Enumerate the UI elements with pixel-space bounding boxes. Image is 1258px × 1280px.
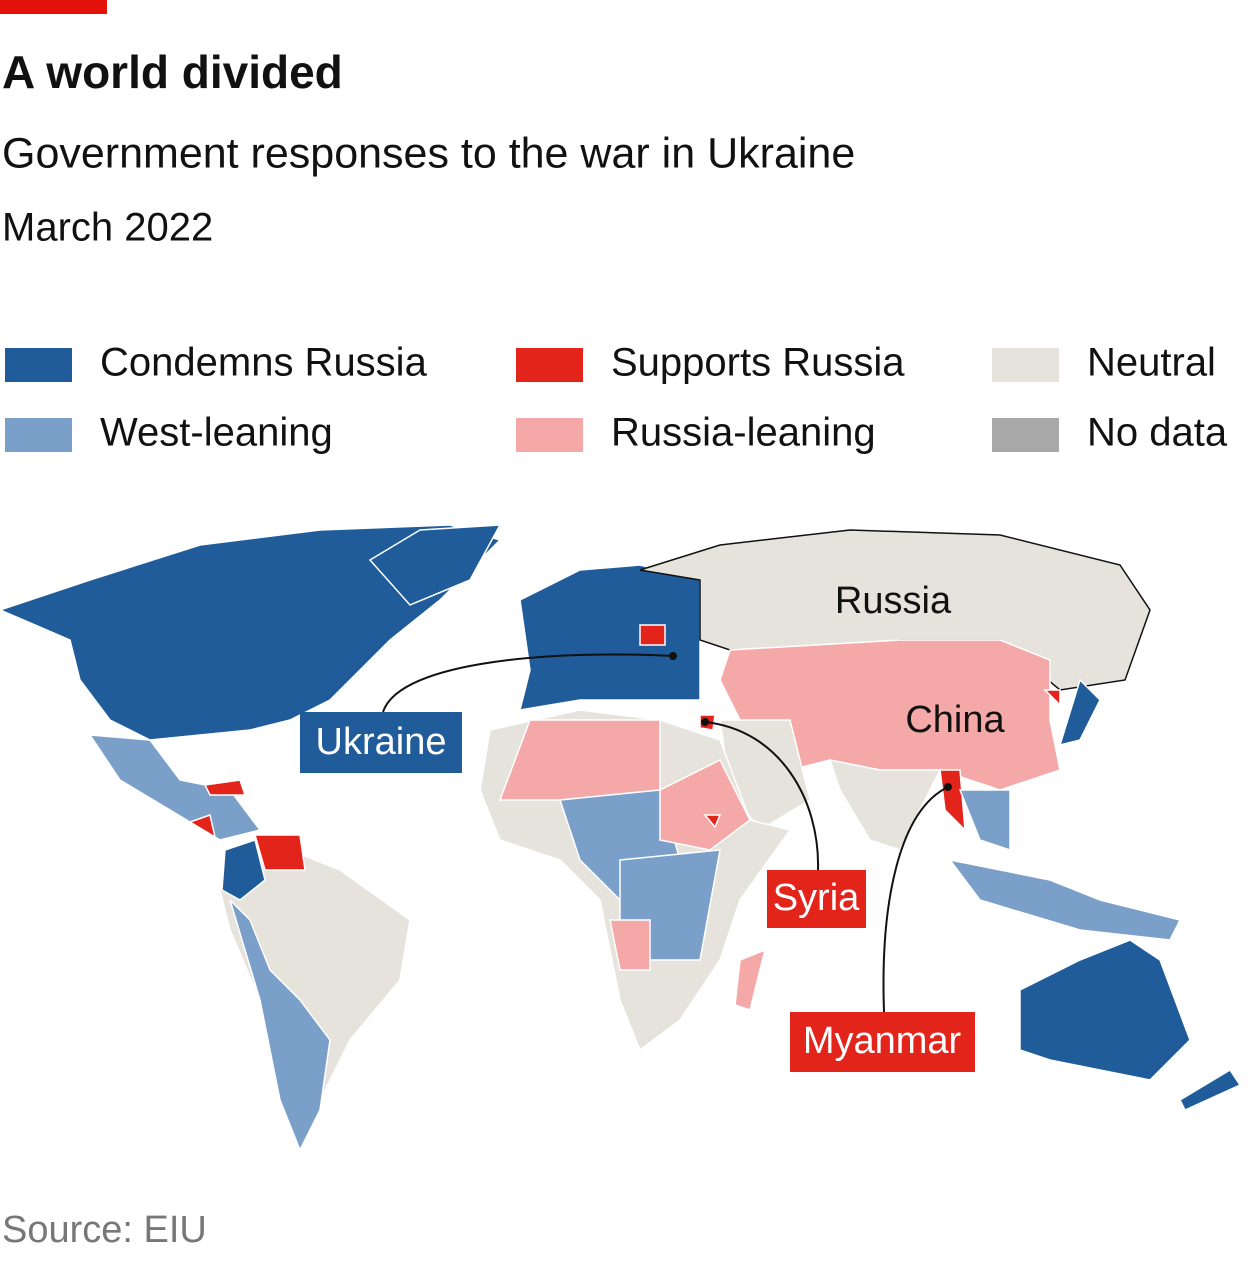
venezuela [254,834,306,871]
legend-swatch [5,348,72,382]
greenland [368,524,502,606]
north-korea [1043,689,1061,707]
colombia [221,839,266,901]
ukraine-leader [382,653,674,713]
india [828,759,942,851]
legend-swatch [516,418,583,452]
syria-leader [704,721,820,871]
australia [1019,939,1191,1081]
syria-label: Syria [773,877,860,919]
legend-label: Supports Russia [611,341,905,385]
china-label: China [905,699,1005,741]
legend-swatch [992,418,1059,452]
legend-swatch [992,348,1059,382]
east-africa [659,758,751,851]
central-america [88,734,262,841]
europe [518,564,701,711]
accent-bar [0,0,107,14]
madagascar [734,948,767,1011]
date: March 2022 [2,206,213,250]
cuba [203,779,247,796]
legend-label: No data [1087,411,1228,455]
angola [609,919,651,971]
source: Source: EIU [2,1209,207,1251]
ukraine-label: Ukraine [316,721,447,763]
new-zealand [1179,1068,1242,1111]
syria-dot [701,718,709,726]
ukraine-dot [669,652,677,660]
title: A world divided [2,46,343,98]
myanmar [939,769,966,832]
legend-label: West-leaning [100,411,333,455]
subtitle: Government responses to the war in Ukrai… [2,129,855,177]
callouts [382,653,949,1013]
myanmar-dot [944,783,952,791]
japan [1058,678,1101,747]
legend-label: Condemns Russia [100,341,428,385]
myanmar-box [790,1012,975,1072]
syria-box [767,870,866,928]
belarus [639,624,666,646]
southern-cone [229,899,331,1152]
myanmar-leader [882,786,949,1013]
russia-label: Russia [835,580,952,622]
nicaragua [188,814,217,839]
myanmar-label: Myanmar [803,1020,962,1062]
legend-label: Russia-leaning [611,411,876,455]
legend: Condemns Russia West-leaning Supports Russ… [5,341,1228,455]
legend-label: Neutral [1087,341,1216,385]
southeast-asia [958,789,1011,852]
legend-swatch [516,348,583,382]
indonesia [948,858,1182,941]
legend-swatch [5,418,72,452]
ukraine-box [300,712,462,773]
eritrea [703,814,722,829]
north-america [0,524,502,741]
world-map [0,524,1242,1153]
